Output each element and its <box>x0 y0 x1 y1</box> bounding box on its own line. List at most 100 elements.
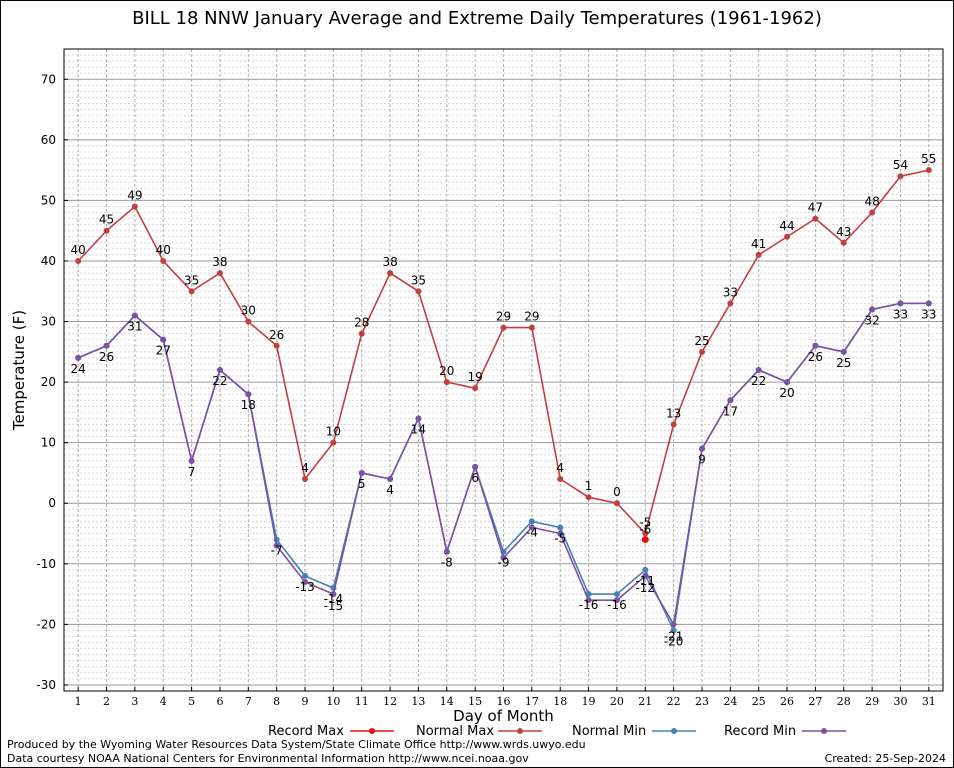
record-min-data-label: -15 <box>324 599 344 613</box>
normal-min-data-label: -14 <box>324 592 344 606</box>
normal-max-point <box>727 300 734 307</box>
normal-min-data-label: 26 <box>99 350 114 364</box>
record-min-point <box>869 306 876 313</box>
record-min-data-label: -21 <box>664 629 684 643</box>
normal-min-data-label: 18 <box>241 398 256 412</box>
record-min-point <box>131 312 138 319</box>
normal-max-point <box>387 270 394 277</box>
x-tick-label: 16 <box>497 695 511 708</box>
normal-max-data-label: 38 <box>382 255 397 269</box>
y-tick-label: 50 <box>41 193 56 207</box>
record-min-point <box>387 476 394 483</box>
record-min-point <box>415 415 422 422</box>
x-tick-label: 8 <box>273 695 280 708</box>
record-min-point <box>613 597 620 604</box>
normal-max-data-label: 49 <box>127 188 142 202</box>
record-min-point <box>557 530 564 537</box>
normal-max-data-label: 20 <box>439 364 454 378</box>
record-min-point <box>245 391 252 398</box>
x-tick-label: 17 <box>525 695 539 708</box>
y-tick-label: 70 <box>41 72 56 86</box>
normal-max-data-label: 43 <box>836 225 851 239</box>
normal-max-point <box>698 348 705 355</box>
y-tick-label: 40 <box>41 254 56 268</box>
x-tick-label: 22 <box>667 695 681 708</box>
normal-max-point <box>415 288 422 295</box>
y-tick-label: 60 <box>41 133 56 147</box>
legend-marker-record-min <box>821 728 827 734</box>
normal-min-data-label: 20 <box>779 386 794 400</box>
x-tick-label: 21 <box>638 695 652 708</box>
x-tick-label: 7 <box>245 695 252 708</box>
normal-max-data-label: 35 <box>411 273 426 287</box>
y-tick-label: 0 <box>48 496 56 510</box>
normal-min-data-label: 17 <box>723 404 738 418</box>
normal-max-data-label: 26 <box>269 328 284 342</box>
x-tick-label: 3 <box>131 695 138 708</box>
normal-min-data-label: -7 <box>271 544 283 558</box>
normal-max-point <box>443 379 450 386</box>
normal-max-data-label: -5 <box>639 516 651 530</box>
record-min-point <box>585 597 592 604</box>
x-tick-label: 31 <box>922 695 936 708</box>
y-tick-label: 10 <box>41 436 56 450</box>
normal-min-point <box>528 518 535 525</box>
normal-min-data-label: -16 <box>579 598 599 612</box>
x-tick-label: 10 <box>326 695 340 708</box>
normal-min-data-label: 33 <box>893 307 908 321</box>
normal-max-point <box>358 330 365 337</box>
record-min-point <box>75 354 82 361</box>
y-tick-label: -30 <box>36 678 56 692</box>
normal-max-data-label: 47 <box>808 201 823 215</box>
normal-max-point <box>160 257 167 264</box>
x-tick-label: 18 <box>553 695 567 708</box>
normal-min-data-label: 33 <box>921 307 936 321</box>
record-min-point <box>727 397 734 404</box>
normal-max-data-label: 40 <box>156 243 171 257</box>
x-tick-label: 15 <box>468 695 482 708</box>
normal-max-point <box>330 439 337 446</box>
record-min-point <box>103 342 110 349</box>
normal-min-point <box>557 524 564 531</box>
record-min-point <box>897 300 904 307</box>
normal-max-point <box>131 203 138 210</box>
legend-marker-record-max <box>369 728 375 734</box>
record-min-point <box>160 336 167 343</box>
normal-min-data-label: -4 <box>526 525 538 539</box>
normal-min-data-label: -9 <box>498 556 510 570</box>
normal-max-point <box>557 476 564 483</box>
normal-max-data-label: 41 <box>751 237 766 251</box>
normal-max-point <box>216 270 223 277</box>
normal-max-data-label: 10 <box>326 425 341 439</box>
record-min-point <box>784 379 791 386</box>
x-tick-label: 28 <box>837 695 851 708</box>
x-tick-label: 30 <box>893 695 907 708</box>
record-min-data-label: -12 <box>635 581 655 595</box>
normal-max-data-label: 0 <box>613 485 621 499</box>
y-axis-label: Temperature (F) <box>10 310 28 431</box>
footer-produced-by: Produced by the Wyoming Water Resources … <box>7 738 586 751</box>
normal-min-point <box>613 591 620 598</box>
x-axis-label: Day of Month <box>453 707 554 725</box>
normal-min-data-label: -8 <box>441 556 453 570</box>
record-min-point <box>500 554 507 561</box>
x-tick-label: 5 <box>188 695 195 708</box>
normal-min-point <box>302 572 309 579</box>
x-tick-label: 9 <box>302 695 309 708</box>
normal-min-data-label: 7 <box>188 465 196 479</box>
normal-max-data-label: 29 <box>496 310 511 324</box>
normal-max-data-label: 28 <box>354 316 369 330</box>
normal-min-data-label: -13 <box>295 580 315 594</box>
x-tick-label: 13 <box>411 695 425 708</box>
x-tick-label: 6 <box>216 695 223 708</box>
normal-max-data-label: 38 <box>212 255 227 269</box>
normal-max-point <box>613 500 620 507</box>
x-tick-label: 2 <box>103 695 110 708</box>
x-tick-label: 29 <box>865 695 879 708</box>
normal-max-point <box>812 215 819 222</box>
record-min-point <box>302 578 309 585</box>
y-tick-label: -20 <box>36 617 56 631</box>
record-min-point <box>358 469 365 476</box>
record-min-point <box>188 457 195 464</box>
legend-label-normal-min: Normal Min <box>572 724 646 739</box>
